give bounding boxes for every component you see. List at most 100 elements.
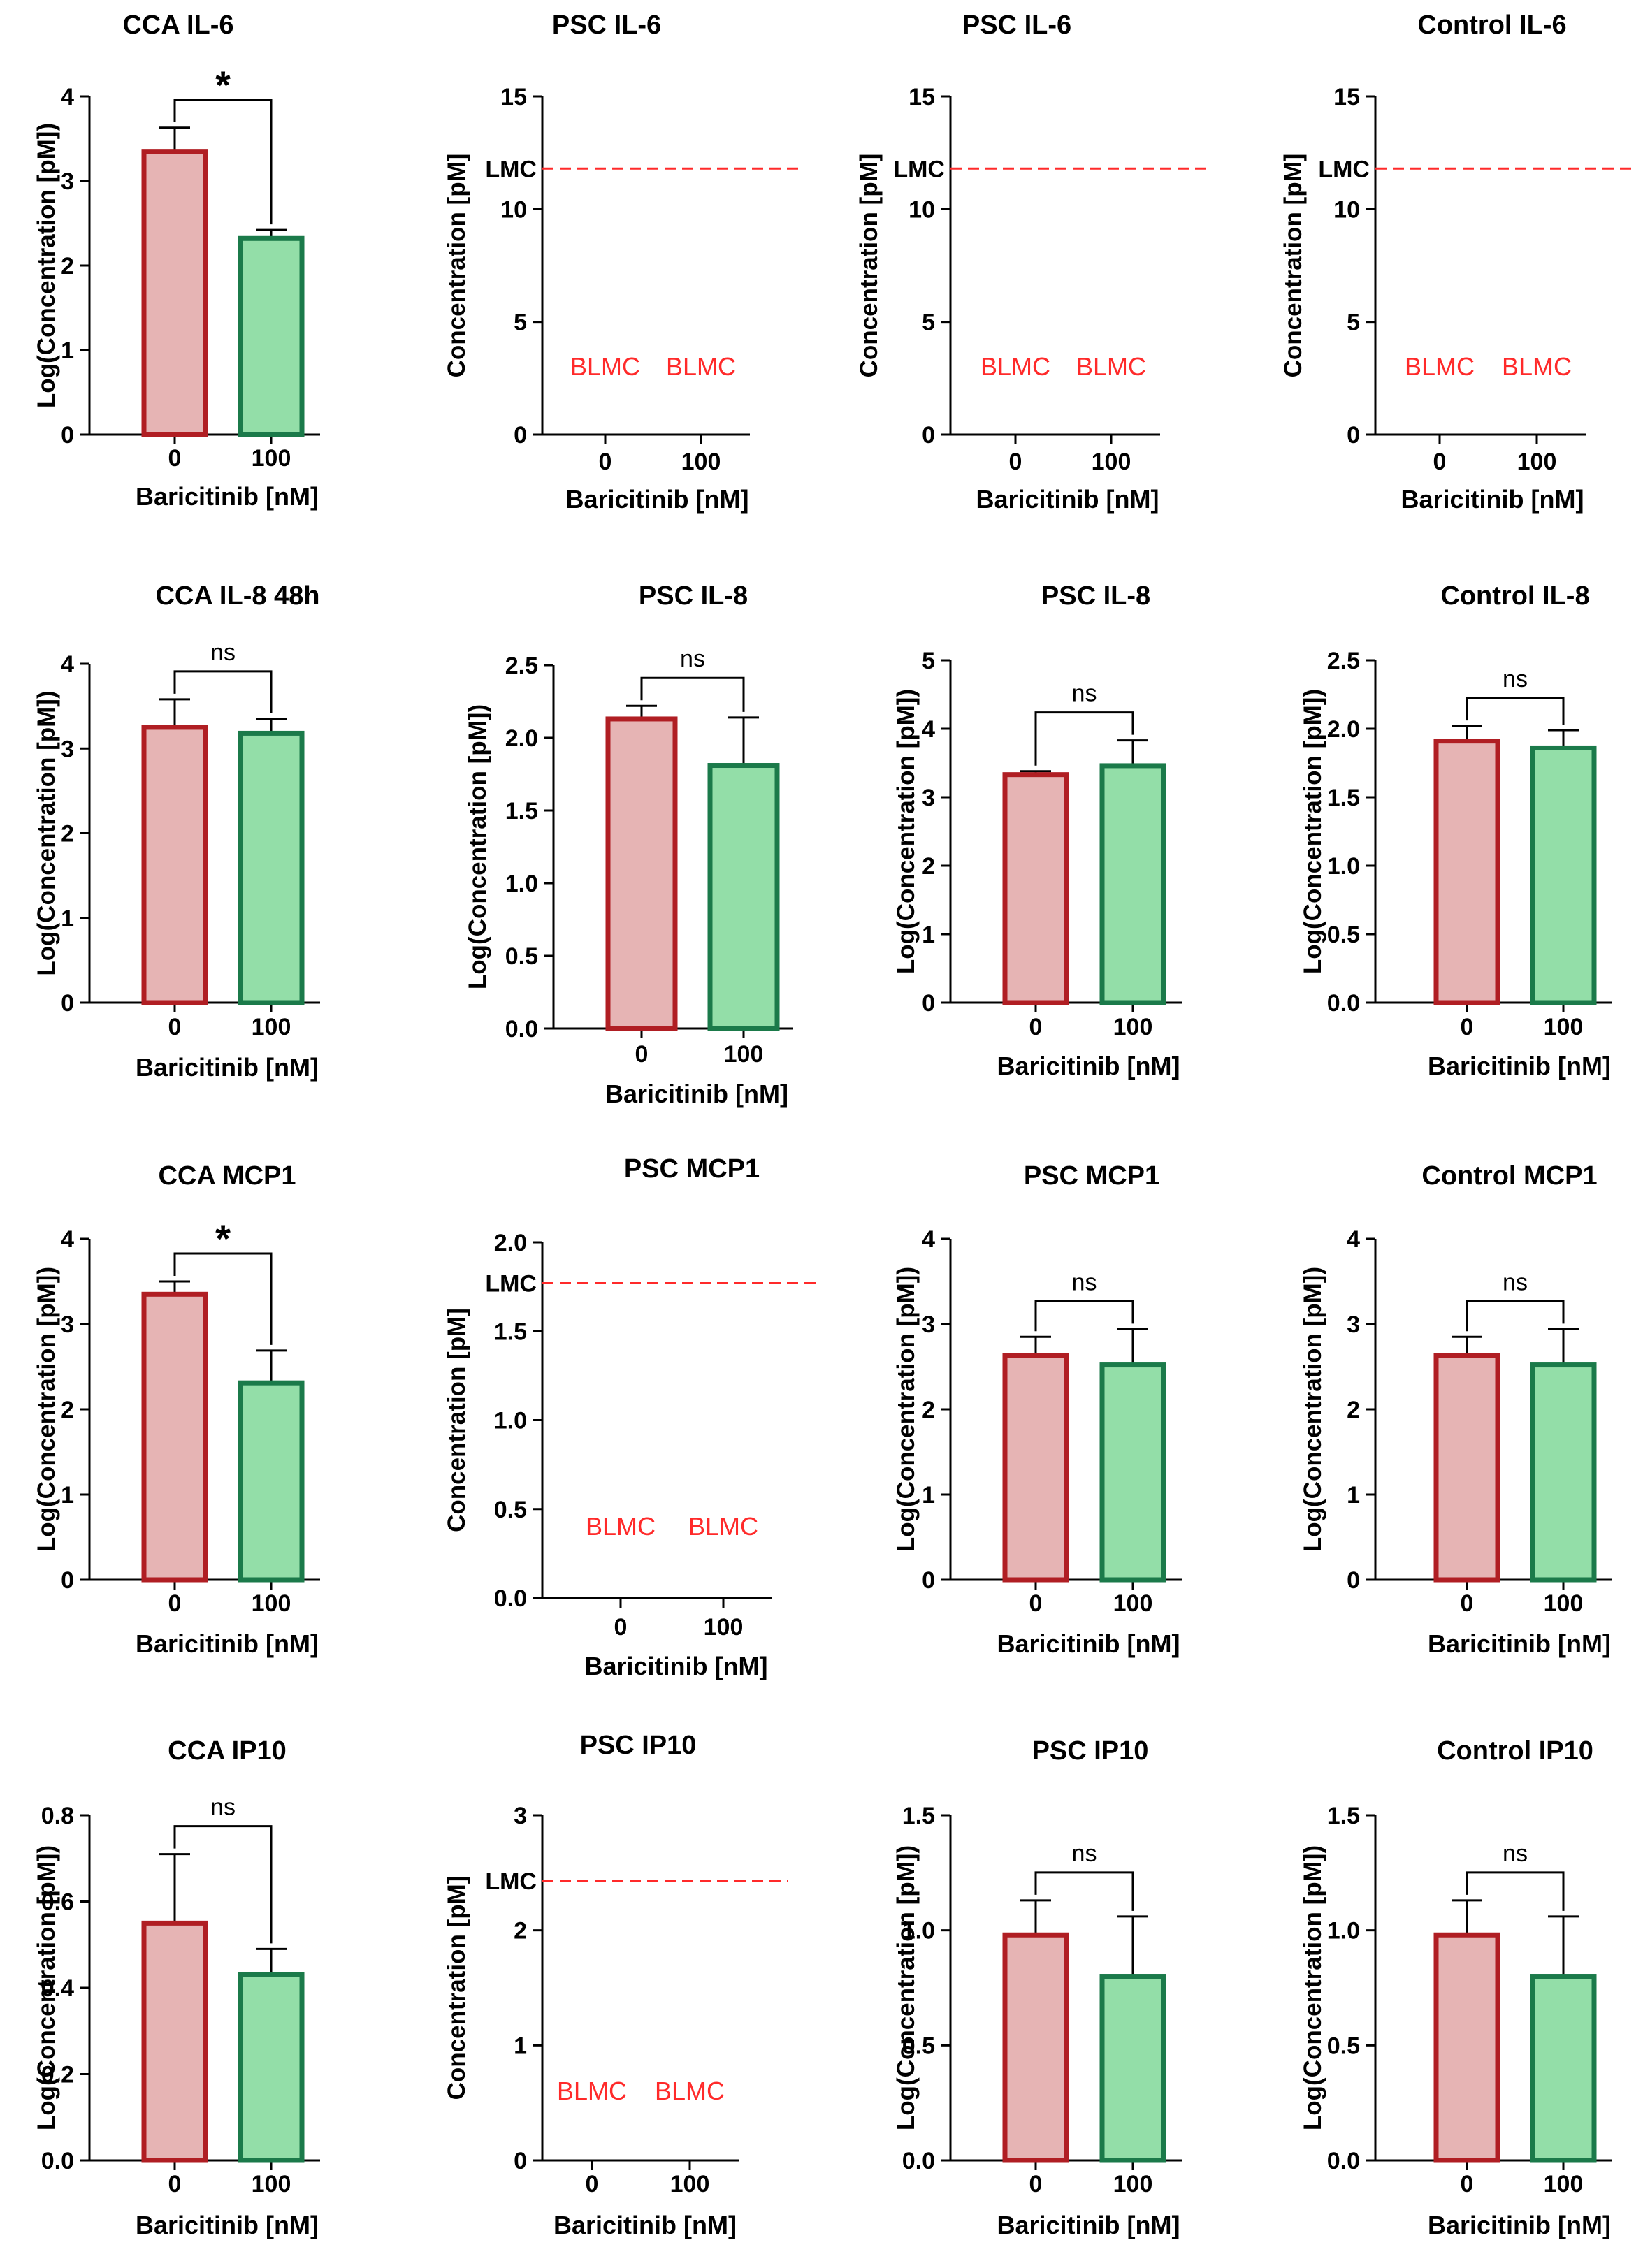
bar-0nM (141, 725, 208, 1005)
x-tick-label: 0 (1029, 2171, 1043, 2197)
y-tick-label: 10 (909, 196, 935, 223)
y-tick-label: 0 (922, 422, 935, 449)
y-tick-label: 2.0 (1327, 716, 1360, 743)
x-tick-label: 100 (1517, 449, 1557, 475)
bar-100nM (238, 1972, 305, 2163)
y-axis-label: Log(Concentration [pM]) (33, 1845, 60, 2130)
x-tick-label: 0 (614, 1614, 628, 1641)
y-tick-label: 1 (922, 922, 935, 948)
significance-bracket (1466, 1300, 1565, 1332)
x-tick-label: 100 (1113, 1014, 1153, 1040)
chart-title: PSC IL-8 (1041, 581, 1150, 611)
y-tick-label: 2 (61, 821, 74, 848)
chart-title: Control IL-6 (1417, 10, 1566, 40)
x-tick-label: 100 (252, 2171, 291, 2197)
y-tick-label: 1.0 (1327, 853, 1360, 880)
x-axis-label: Baricitinib [nM] (566, 485, 749, 514)
y-tick-label: 0 (922, 990, 935, 1017)
y-tick-label: 1.5 (1327, 1803, 1360, 1829)
y-tick-label: 0.0 (902, 2148, 935, 2174)
bar-0nM (1433, 1353, 1500, 1583)
bar-100nM (1530, 1974, 1597, 2163)
y-tick-label: 2 (61, 1397, 74, 1423)
bar-0nM (141, 149, 208, 437)
x-axis-label: Baricitinib [nM] (585, 1652, 768, 1680)
y-tick-label: 2 (922, 1397, 935, 1423)
y-axis-label: Log(Concentration [pM]) (1299, 689, 1326, 974)
x-axis-label: Baricitinib [nM] (976, 485, 1159, 514)
significance-bracket (173, 1252, 273, 1345)
x-tick-label: 0 (599, 449, 612, 475)
x-tick-label: 0 (586, 2171, 599, 2197)
x-axis-label: Baricitinib [nM] (1401, 485, 1584, 514)
y-tick-label: 4 (1347, 1226, 1360, 1253)
bar-100nM (1099, 763, 1166, 1005)
bar-0nM (1002, 1932, 1069, 2163)
x-tick-label: 100 (1544, 2171, 1584, 2197)
below-limit-label: BLMC (570, 352, 640, 381)
y-tick-label: 2 (1347, 1397, 1360, 1423)
chart-panel: PSC IP10 0.0 0.5 1.0 1.5 0 100 Baricitinib [nM]… (892, 1736, 1182, 2239)
x-axis-label: Baricitinib [nM] (997, 1052, 1180, 1080)
y-axis-label: Log(Concentration [pM]) (464, 704, 491, 989)
y-tick-label: 2 (922, 853, 935, 880)
chart-title: PSC MCP1 (624, 1154, 760, 1184)
y-tick-label: 0.0 (1327, 2148, 1360, 2174)
y-axis-label: Log(Concentration [pM]) (892, 689, 920, 974)
below-limit-label: BLMC (980, 352, 1050, 381)
significance-label: * (215, 1216, 231, 1260)
below-limit-label: BLMC (557, 2077, 627, 2105)
limit-line-label: LMC (1318, 156, 1370, 182)
y-axis-label: Concentration [pM] (443, 154, 470, 378)
significance-bracket (1466, 1871, 1565, 1911)
x-tick-label: 0 (1461, 1014, 1474, 1040)
y-tick-label: 0.5 (902, 2033, 935, 2059)
x-tick-label: 100 (252, 1590, 291, 1617)
chart-title: Control IP10 (1437, 1736, 1593, 1766)
y-tick-label: 0.5 (1327, 922, 1360, 948)
y-tick-label: 4 (61, 84, 74, 110)
y-tick-label: 1.5 (902, 1803, 935, 1829)
x-axis-label: Baricitinib [nM] (997, 1629, 1180, 1658)
y-tick-label: 3 (61, 1311, 74, 1338)
chart-panel: CCA IL-6 0 1 2 3 4 0 100 Baricitinib [nM] Log(Con… (33, 10, 320, 511)
bar-0nM (141, 1920, 208, 2163)
y-tick-label: 3 (1347, 1311, 1360, 1338)
x-axis-label: Baricitinib [nM] (605, 1080, 788, 1108)
chart-title: PSC MCP1 (1024, 1161, 1159, 1191)
chart-panel: CCA IP10 0.0 0.2 0.4 0.6 0.8 0 100 Baricitinib [… (33, 1736, 320, 2239)
limit-line-label: LMC (485, 156, 537, 182)
y-tick-label: 2.5 (505, 653, 538, 679)
y-tick-label: 0.2 (41, 2062, 74, 2088)
y-tick-label: 4 (61, 1226, 74, 1253)
significance-bracket (1466, 697, 1565, 725)
y-tick-label: 1.0 (902, 1918, 935, 1944)
y-tick-label: 2.0 (494, 1230, 527, 1256)
y-tick-label: 0 (61, 422, 74, 449)
y-tick-label: 5 (922, 310, 935, 336)
y-tick-label: 0 (61, 1567, 74, 1594)
below-limit-label: BLMC (1405, 352, 1475, 381)
chart-panel: PSC MCP1 0.0 0.5 1.0 1.5 2.0 0 100 Baricitinib [… (443, 1154, 821, 1680)
y-tick-label: 1.5 (494, 1318, 527, 1345)
limit-line-label: LMC (485, 1271, 537, 1297)
y-tick-label: 0.6 (41, 1889, 74, 1916)
chart-title: CCA MCP1 (158, 1161, 296, 1191)
chart-panel: CCA IL-8 48h 0 1 2 3 4 0 100 Baricitinib [nM] Log… (33, 581, 320, 1082)
x-axis-label: Baricitinib [nM] (136, 2211, 319, 2239)
x-tick-label: 100 (670, 2171, 710, 2197)
bar-0nM (605, 716, 678, 1031)
x-tick-label: 100 (1544, 1590, 1584, 1617)
y-tick-label: 2.0 (505, 725, 538, 752)
x-tick-label: 0 (1009, 449, 1022, 475)
y-tick-label: 0 (1347, 422, 1360, 449)
x-axis-label: Baricitinib [nM] (1428, 2211, 1611, 2239)
y-tick-label: 15 (1333, 84, 1360, 110)
below-limit-label: BLMC (655, 2077, 725, 2105)
x-tick-label: 0 (1029, 1590, 1043, 1617)
y-tick-label: 0.8 (41, 1803, 74, 1829)
x-tick-label: 0 (168, 1590, 182, 1617)
y-tick-label: 5 (922, 648, 935, 674)
y-tick-label: 5 (514, 310, 527, 336)
below-limit-label: BLMC (1502, 352, 1572, 381)
